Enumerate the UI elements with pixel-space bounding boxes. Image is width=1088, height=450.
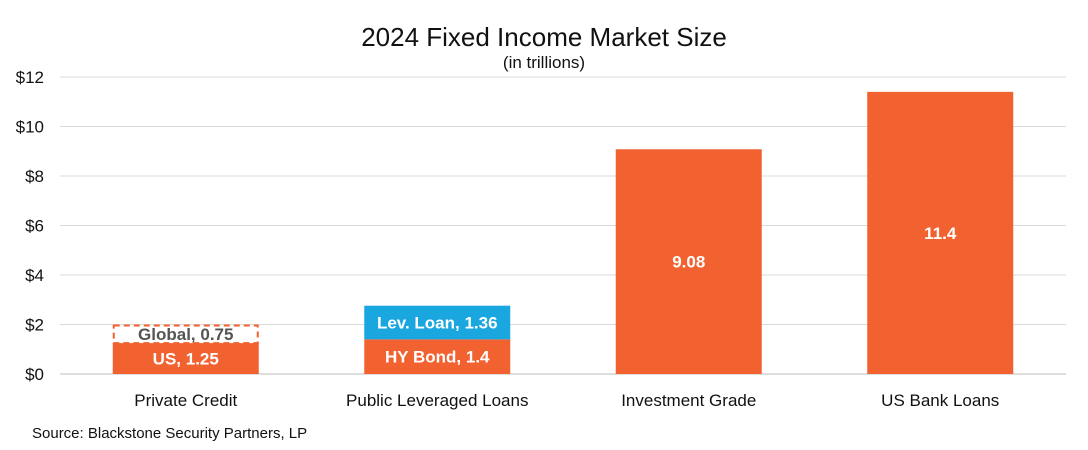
y-tick-label: $6: [25, 217, 44, 236]
chart-title: 2024 Fixed Income Market Size: [361, 22, 727, 52]
bar-segment: [364, 339, 511, 374]
bar-data-label: Global, 0.75: [138, 325, 233, 344]
source-note: Source: Blackstone Security Partners, LP: [32, 425, 307, 442]
chart-subtitle: (in trillions): [503, 53, 585, 72]
y-tick-label: $10: [16, 118, 44, 137]
bar-segment: [364, 305, 511, 340]
y-tick-label: $0: [25, 365, 44, 384]
bar-segment: [112, 324, 259, 345]
x-category-label: Investment Grade: [621, 391, 756, 410]
y-tick-label: $8: [25, 167, 44, 186]
bar-data-label: 9.08: [672, 253, 705, 272]
x-category-label: Private Credit: [134, 391, 237, 410]
y-tick-label: $12: [16, 68, 44, 87]
y-tick-label: $2: [25, 316, 44, 335]
bar-data-label: Lev. Loan, 1.36: [377, 314, 498, 333]
bars: US, 1.25 Global, 0.75 HY Bond, 1.4 Lev. Loa…: [112, 91, 1014, 374]
bar-data-label: 11.4: [924, 224, 957, 243]
x-category-label: US Bank Loans: [881, 391, 999, 410]
bar-data-label: HY Bond, 1.4: [385, 348, 490, 367]
bar-segment: [112, 343, 259, 374]
x-axis-categories: Private Credit Public Leveraged Loans Inve…: [134, 391, 999, 410]
y-axis-ticks: $0 $2 $4 $6 $8 $10 $12: [16, 68, 44, 384]
y-tick-label: $4: [25, 266, 44, 285]
x-category-label: Public Leveraged Loans: [346, 391, 528, 410]
bar-segment: [615, 149, 762, 374]
bar-segment: [867, 91, 1014, 374]
bar-data-label: US, 1.25: [153, 350, 219, 369]
